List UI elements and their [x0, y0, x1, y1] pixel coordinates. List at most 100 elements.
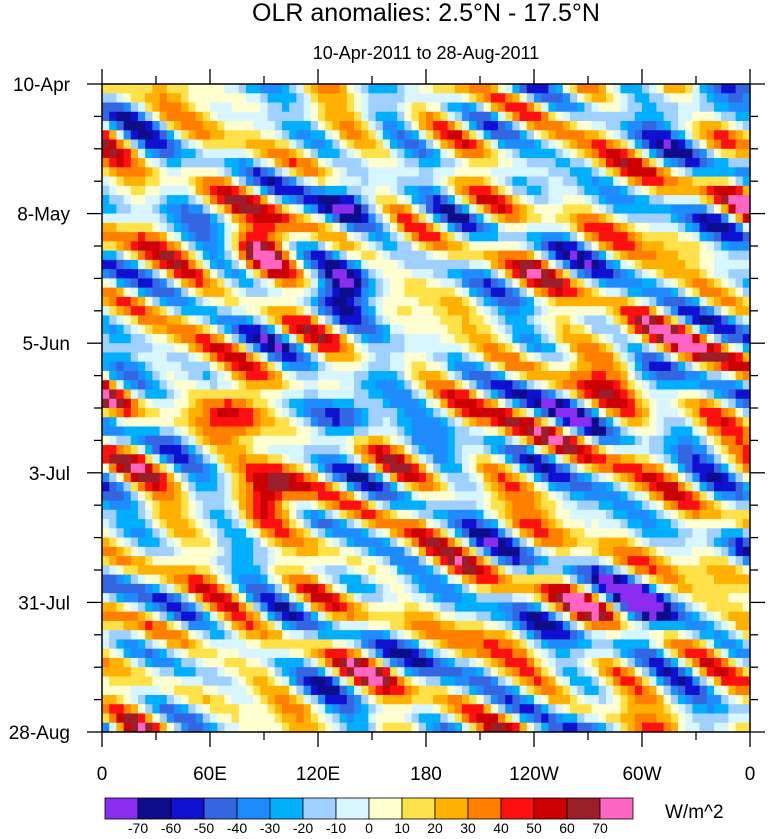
anomaly-cell [210, 583, 218, 594]
anomaly-cell [742, 482, 750, 492]
anomaly-cell [145, 204, 153, 215]
anomaly-cell [584, 250, 593, 261]
anomaly-cell [339, 380, 348, 391]
anomaly-cell [440, 204, 449, 215]
anomaly-cell [375, 185, 384, 196]
anomaly-cell [591, 93, 600, 104]
anomaly-cell [541, 296, 549, 307]
anomaly-cell [584, 222, 593, 233]
anomaly-cell [606, 370, 614, 381]
anomaly-cell [152, 556, 161, 566]
anomaly-cell [145, 148, 153, 159]
anomaly-cell [123, 296, 132, 307]
anomaly-cell [620, 519, 629, 529]
anomaly-cell [678, 139, 686, 150]
anomaly-cell [620, 269, 629, 279]
anomaly-cell [332, 259, 341, 270]
anomaly-cell [433, 130, 441, 141]
anomaly-cell [159, 195, 168, 205]
anomaly-cell [231, 269, 240, 279]
anomaly-cell [310, 241, 319, 252]
anomaly-cell [166, 269, 175, 279]
anomaly-cell [253, 463, 261, 474]
anomaly-cell [116, 306, 125, 317]
anomaly-cell [231, 259, 240, 270]
anomaly-cell [541, 176, 549, 187]
anomaly-cell [541, 426, 549, 437]
anomaly-cell [116, 278, 125, 289]
anomaly-cell [217, 84, 225, 94]
anomaly-cell [159, 463, 168, 474]
anomaly-cell [476, 84, 485, 94]
anomaly-cell [548, 537, 557, 548]
anomaly-cell [238, 93, 247, 104]
anomaly-cell [706, 148, 715, 159]
anomaly-cell [742, 445, 750, 455]
anomaly-cell [678, 158, 686, 168]
anomaly-cell [721, 546, 729, 557]
anomaly-cell [325, 528, 333, 539]
anomaly-cell [325, 269, 333, 279]
anomaly-cell [613, 259, 621, 270]
anomaly-cell [195, 370, 204, 381]
anomaly-cell [397, 491, 405, 502]
anomaly-cell [706, 121, 715, 131]
anomaly-cell [663, 361, 672, 372]
anomaly-cell [692, 426, 701, 437]
anomaly-cell [195, 482, 204, 492]
anomaly-cell [404, 222, 413, 233]
anomaly-cell [325, 398, 333, 409]
anomaly-cell [598, 232, 607, 242]
anomaly-cell [526, 352, 535, 363]
anomaly-cell [195, 556, 204, 566]
anomaly-cell [606, 408, 614, 418]
anomaly-cell [476, 408, 485, 418]
anomaly-cell [174, 222, 182, 233]
anomaly-cell [260, 426, 269, 437]
anomaly-cell [541, 417, 549, 428]
anomaly-cell [562, 148, 571, 159]
anomaly-cell [498, 583, 506, 594]
anomaly-cell [404, 269, 413, 279]
anomaly-cell [116, 185, 125, 196]
anomaly-cell [541, 195, 549, 205]
anomaly-cell [512, 195, 521, 205]
anomaly-cell [469, 278, 477, 289]
anomaly-cell [634, 102, 643, 113]
anomaly-cell [195, 250, 204, 261]
anomaly-cell [166, 445, 175, 455]
anomaly-cell [462, 528, 470, 539]
anomaly-cell [267, 500, 276, 511]
anomaly-cell [613, 361, 621, 372]
anomaly-cell [397, 222, 405, 233]
anomaly-cell [469, 306, 477, 317]
anomaly-cell [217, 398, 225, 409]
anomaly-cell [102, 324, 110, 335]
anomaly-cell [721, 509, 729, 520]
anomaly-cell [613, 537, 621, 548]
anomaly-cell [476, 333, 485, 344]
anomaly-cell [375, 537, 384, 548]
anomaly-cell [505, 556, 513, 566]
anomaly-cell [699, 556, 708, 566]
anomaly-cell [656, 232, 665, 242]
anomaly-cell [483, 93, 492, 104]
anomaly-cell [217, 519, 225, 529]
anomaly-cell [325, 176, 333, 187]
anomaly-cell [663, 139, 672, 150]
anomaly-cell [418, 472, 427, 483]
anomaly-cell [282, 148, 290, 159]
anomaly-cell [606, 241, 614, 252]
anomaly-cell [339, 408, 348, 418]
anomaly-cell [462, 574, 470, 585]
anomaly-cell [260, 333, 269, 344]
anomaly-cell [742, 435, 750, 446]
anomaly-cell [202, 259, 211, 270]
anomaly-cell [433, 445, 441, 455]
anomaly-cell [534, 583, 542, 594]
anomaly-cell [678, 565, 686, 576]
anomaly-cell [483, 491, 492, 502]
anomaly-cell [238, 417, 247, 428]
anomaly-cell [411, 352, 420, 363]
anomaly-cell [296, 472, 305, 483]
